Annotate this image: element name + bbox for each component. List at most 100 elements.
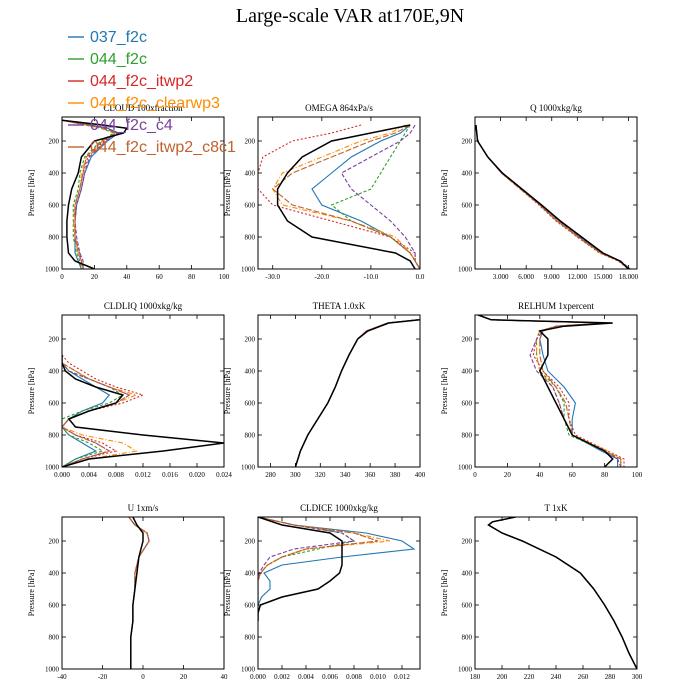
x-tick-label: 240 — [551, 673, 562, 681]
legend-item: 044_f2c_c4 — [68, 117, 173, 134]
obs-line — [477, 315, 614, 467]
panel-5: RELHUM 1xpercent Pressure [hPa] 0 20 40 60 80 1… — [440, 301, 643, 479]
x-tick-label: 180 — [470, 673, 481, 681]
model-line-5 — [475, 124, 630, 269]
x-tick-label: -20.0 — [315, 273, 330, 281]
y-tick-label: 800 — [245, 234, 256, 242]
y-tick-label: 200 — [49, 336, 60, 344]
model-line-5 — [487, 517, 637, 669]
x-tick-label: 0.020 — [189, 471, 205, 479]
panels: CLOUD 100xfraction Pressure [hPa] 0 20 40 60 8… — [27, 103, 643, 681]
x-tick-label: 80 — [601, 471, 609, 479]
panel-7: CLDICE 1000xkg/kg Pressure [hPa] 0.000 0.00… — [223, 503, 421, 681]
model-line-1 — [330, 124, 420, 269]
x-tick-label: 0.012 — [394, 673, 410, 681]
legend-label: 037_f2c — [90, 29, 147, 46]
panel-frame — [61, 116, 225, 270]
y-axis-label: Pressure [hPa] — [223, 569, 232, 616]
x-tick-label: -30.0 — [265, 273, 280, 281]
panel-title: THETA 1.0xK — [313, 301, 366, 311]
y-tick-label: 400 — [245, 570, 256, 578]
model-line-2 — [487, 517, 637, 669]
y-tick-label: 600 — [462, 602, 473, 610]
x-tick-label: 12.000 — [568, 273, 588, 281]
y-axis-label: Pressure [hPa] — [223, 367, 232, 414]
panel-4: THETA 1.0xK Pressure [hPa] 280 300 320 340 360… — [223, 301, 426, 479]
legend-item: 037_f2c — [68, 29, 147, 46]
x-tick-label: 0.000 — [54, 471, 70, 479]
y-tick-label: 600 — [462, 400, 473, 408]
model-line-1 — [62, 119, 116, 269]
y-tick-label: 1000 — [241, 464, 256, 472]
obs-line — [258, 517, 343, 621]
model-line-3 — [475, 124, 630, 269]
model-line-4 — [62, 355, 131, 467]
y-tick-label: 200 — [49, 138, 60, 146]
model-line-0 — [128, 517, 150, 669]
model-line-4 — [258, 517, 356, 621]
panel-frame — [474, 516, 638, 670]
y-tick-label: 200 — [245, 336, 256, 344]
model-line-5 — [62, 355, 131, 467]
obs-line — [294, 319, 420, 467]
model-line-0 — [487, 517, 637, 669]
x-tick-label: 15.000 — [593, 273, 613, 281]
y-axis-label: Pressure [hPa] — [223, 169, 232, 216]
panel-6: U 1xm/s Pressure [hPa] -40 -20 0 20 40 200 400 60… — [27, 503, 228, 681]
y-tick-label: 600 — [245, 202, 256, 210]
x-tick-label: 60 — [569, 471, 577, 479]
obs-line — [62, 355, 224, 467]
y-tick-label: 400 — [462, 170, 473, 178]
y-axis-label: Pressure [hPa] — [27, 569, 36, 616]
y-tick-label: 800 — [245, 634, 256, 642]
y-axis-label: Pressure [hPa] — [440, 569, 449, 616]
model-line-0 — [62, 119, 120, 269]
y-tick-label: 200 — [462, 336, 473, 344]
y-tick-label: 200 — [462, 538, 473, 546]
legend-item: 044_f2c — [68, 51, 147, 68]
x-tick-label: 0 — [141, 673, 145, 681]
panel-title: Q 1000xkg/kg — [530, 103, 582, 113]
x-tick-label: 380 — [390, 471, 401, 479]
panel-title: U 1xm/s — [128, 503, 159, 513]
y-tick-label: 800 — [462, 432, 473, 440]
y-tick-label: 200 — [245, 538, 256, 546]
x-tick-label: 20 — [180, 673, 188, 681]
x-tick-label: 0.010 — [370, 673, 386, 681]
x-tick-label: 60 — [156, 273, 164, 281]
legend-label: 044_f2c_itwp2_c8c1 — [90, 139, 236, 156]
model-line-2 — [128, 517, 150, 669]
panel-8: T 1xK Pressure [hPa] 180 200 220 240 260 280 300… — [440, 503, 643, 681]
x-tick-label: 220 — [524, 673, 535, 681]
legend-item: 044_f2c_clearwp3 — [68, 95, 220, 112]
x-tick-label: -10.0 — [364, 273, 379, 281]
x-tick-label: 260 — [578, 673, 589, 681]
figure-title: Large-scale VAR at170E,9N — [236, 5, 464, 27]
x-tick-label: 0.002 — [274, 673, 290, 681]
y-tick-label: 800 — [462, 634, 473, 642]
model-line-5 — [62, 119, 117, 269]
y-tick-label: 400 — [49, 170, 60, 178]
y-tick-label: 400 — [245, 170, 256, 178]
y-tick-label: 200 — [462, 138, 473, 146]
obs-line — [130, 517, 144, 669]
x-tick-label: 0.004 — [298, 673, 314, 681]
y-axis-label: Pressure [hPa] — [440, 367, 449, 414]
obs-line — [487, 517, 637, 669]
model-line-4 — [128, 517, 150, 669]
y-tick-label: 600 — [245, 400, 256, 408]
x-tick-label: 80 — [188, 273, 196, 281]
model-line-4 — [340, 124, 420, 269]
panel-frame — [257, 516, 421, 670]
y-tick-label: 600 — [49, 202, 60, 210]
panel-frame — [474, 314, 638, 468]
model-line-5 — [258, 517, 379, 621]
obs-line — [62, 119, 129, 269]
x-tick-label: 300 — [632, 673, 643, 681]
y-axis-label: Pressure [hPa] — [27, 169, 36, 216]
y-tick-label: 600 — [462, 202, 473, 210]
x-tick-label: 6.000 — [518, 273, 534, 281]
y-tick-label: 1000 — [45, 464, 60, 472]
model-line-3 — [272, 124, 420, 269]
legend-item: 044_f2c_itwp2_c8c1 — [68, 139, 236, 156]
